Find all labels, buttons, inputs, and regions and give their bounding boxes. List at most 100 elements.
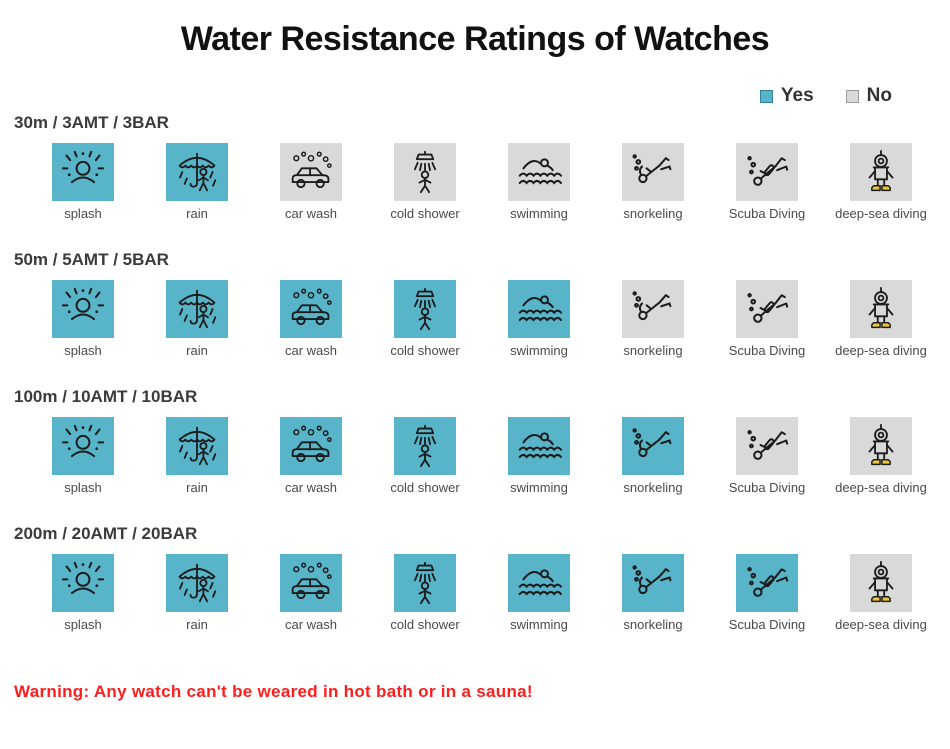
activity-cell-car-wash: car wash — [254, 143, 368, 221]
scuba-diving-tile — [736, 143, 798, 201]
activity-label: swimming — [510, 343, 568, 358]
activity-label: Scuba Diving — [728, 617, 806, 632]
swimming-tile — [508, 280, 570, 338]
activity-label: car wash — [284, 343, 338, 358]
activity-label: splash — [64, 206, 102, 221]
activity-cell-splash: splash — [26, 417, 140, 495]
cold-shower-tile — [394, 143, 456, 201]
activity-label: Scuba Diving — [728, 480, 806, 495]
activity-cell-cold-shower: cold shower — [368, 554, 482, 632]
activity-cell-snorkeling: snorkeling — [596, 554, 710, 632]
swimming-icon — [516, 561, 562, 605]
swimming-icon — [516, 150, 562, 194]
legend: Yes No — [759, 85, 892, 107]
rating-section: 50m / 5AMT / 5BAR splash rain car wash cold … — [0, 250, 950, 358]
activity-cell-car-wash: car wash — [254, 280, 368, 358]
car-wash-tile — [280, 417, 342, 475]
car-wash-icon — [288, 424, 334, 468]
snorkeling-icon — [630, 150, 676, 194]
snorkeling-icon — [630, 287, 676, 331]
activity-row: splash rain car wash cold shower swimming sno… — [26, 143, 950, 221]
activity-row: splash rain car wash cold shower swimming sno… — [26, 417, 950, 495]
scuba-diving-tile — [736, 280, 798, 338]
scuba-diving-tile — [736, 417, 798, 475]
activity-label: splash — [64, 343, 102, 358]
rating-sections: 30m / 3AMT / 3BAR splash rain car wash cold … — [0, 113, 950, 632]
deep-sea-diving-tile — [850, 417, 912, 475]
rain-icon — [174, 424, 220, 468]
activity-label: car wash — [284, 617, 338, 632]
activity-label: car wash — [284, 206, 338, 221]
splash-icon — [60, 561, 106, 605]
rating-section: 30m / 3AMT / 3BAR splash rain car wash cold … — [0, 113, 950, 221]
rating-section: 200m / 20AMT / 20BAR splash rain car wash co… — [0, 524, 950, 632]
activity-cell-splash: splash — [26, 143, 140, 221]
activity-label: rain — [186, 343, 208, 358]
activity-label: swimming — [510, 617, 568, 632]
activity-label: rain — [186, 617, 208, 632]
activity-cell-deep-sea-diving: deep-sea diving — [824, 143, 938, 221]
splash-tile — [52, 143, 114, 201]
activity-label: snorkeling — [623, 343, 683, 358]
rain-tile — [166, 554, 228, 612]
page-title: Water Resistance Ratings of Watches — [180, 20, 770, 58]
splash-icon — [60, 150, 106, 194]
activity-cell-cold-shower: cold shower — [368, 280, 482, 358]
swimming-icon — [516, 287, 562, 331]
rain-tile — [166, 143, 228, 201]
snorkeling-tile — [622, 417, 684, 475]
activity-label: cold shower — [390, 206, 460, 221]
activity-label: swimming — [510, 480, 568, 495]
activity-label: splash — [64, 480, 102, 495]
cold-shower-icon — [402, 561, 448, 605]
deep-sea-diving-icon — [858, 561, 904, 605]
car-wash-tile — [280, 554, 342, 612]
warning-text: Warning: Any watch can't be weared in ho… — [14, 682, 533, 701]
activity-cell-deep-sea-diving: deep-sea diving — [824, 280, 938, 358]
activity-label: deep-sea diving — [835, 343, 927, 358]
activity-label: snorkeling — [623, 206, 683, 221]
activity-cell-scuba-diving: Scuba Diving — [710, 280, 824, 358]
swimming-icon — [516, 424, 562, 468]
cold-shower-tile — [394, 554, 456, 612]
cold-shower-icon — [402, 287, 448, 331]
car-wash-icon — [288, 150, 334, 194]
legend-no-swatch — [845, 89, 859, 103]
activity-cell-rain: rain — [140, 417, 254, 495]
activity-label: deep-sea diving — [835, 480, 927, 495]
activity-label: Scuba Diving — [728, 343, 806, 358]
cold-shower-tile — [394, 280, 456, 338]
swimming-tile — [508, 554, 570, 612]
rating-label: 50m / 5AMT / 5BAR — [14, 250, 169, 269]
activity-cell-rain: rain — [140, 143, 254, 221]
car-wash-tile — [280, 280, 342, 338]
snorkeling-tile — [622, 143, 684, 201]
activity-cell-swimming: swimming — [482, 417, 596, 495]
activity-cell-deep-sea-diving: deep-sea diving — [824, 554, 938, 632]
activity-cell-scuba-diving: Scuba Diving — [710, 417, 824, 495]
activity-cell-car-wash: car wash — [254, 417, 368, 495]
activity-cell-snorkeling: snorkeling — [596, 417, 710, 495]
deep-sea-diving-tile — [850, 554, 912, 612]
activity-label: snorkeling — [623, 480, 683, 495]
activity-label: splash — [64, 617, 102, 632]
rain-tile — [166, 417, 228, 475]
activity-label: Scuba Diving — [728, 206, 806, 221]
activity-label: deep-sea diving — [835, 617, 927, 632]
activity-cell-snorkeling: snorkeling — [596, 143, 710, 221]
rain-icon — [174, 150, 220, 194]
scuba-diving-icon — [744, 424, 790, 468]
scuba-diving-icon — [744, 150, 790, 194]
legend-yes-label: Yes — [780, 85, 814, 106]
activity-cell-rain: rain — [140, 280, 254, 358]
splash-tile — [52, 554, 114, 612]
rating-label: 30m / 3AMT / 3BAR — [14, 113, 169, 132]
scuba-diving-icon — [744, 287, 790, 331]
activity-cell-swimming: swimming — [482, 280, 596, 358]
rating-label: 200m / 20AMT / 20BAR — [14, 524, 198, 543]
activity-label: snorkeling — [623, 617, 683, 632]
activity-label: cold shower — [390, 343, 460, 358]
deep-sea-diving-tile — [850, 143, 912, 201]
activity-cell-splash: splash — [26, 280, 140, 358]
